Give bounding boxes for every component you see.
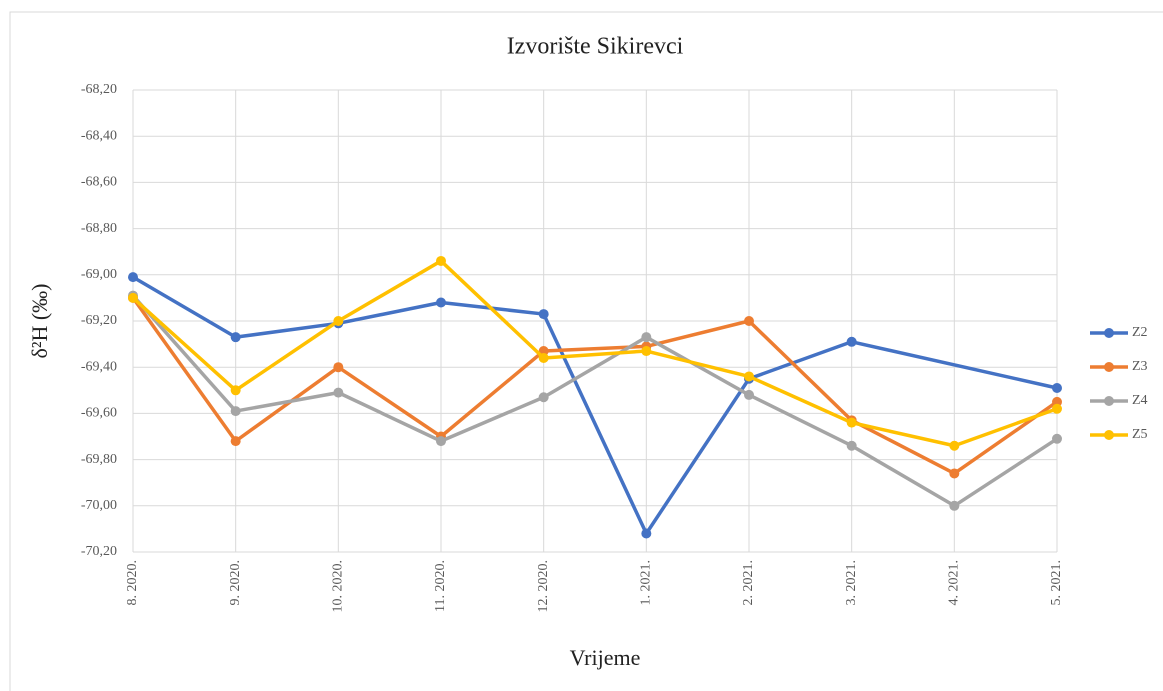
point (641, 528, 652, 539)
legend-marker (1104, 396, 1114, 406)
point (949, 468, 960, 479)
point (538, 352, 549, 363)
y-tick-label: -68,40 (81, 128, 117, 143)
legend-marker (1104, 328, 1114, 338)
y-tick-label: -70,00 (81, 498, 117, 513)
y-tick-label: -69,60 (81, 406, 117, 421)
x-tick-label: 5. 2021. (1049, 560, 1064, 606)
y-tick-label: -69,40 (81, 359, 117, 374)
y-axis-title: δ²H (‰) (27, 283, 52, 358)
point (333, 362, 344, 373)
gap-connector (851, 340, 1058, 390)
point (128, 292, 138, 303)
point (744, 389, 754, 400)
point (1052, 403, 1062, 414)
legend-label: Z3 (1132, 359, 1148, 374)
point (333, 316, 344, 326)
legend-marker (1104, 430, 1114, 440)
point (538, 309, 549, 320)
point (949, 500, 960, 511)
y-tick-label: -69,20 (81, 313, 117, 328)
point (949, 440, 960, 451)
y-tick-label: -70,20 (81, 544, 117, 559)
point (846, 440, 857, 451)
x-tick-label: 10. 2020. (331, 560, 346, 613)
y-tick-label: -68,60 (81, 175, 117, 190)
y-tick-label: -68,80 (81, 221, 117, 236)
point (230, 436, 241, 447)
series-line (131, 296, 1059, 476)
x-tick-label: 4. 2021. (947, 560, 962, 606)
point (1052, 382, 1062, 393)
point (436, 436, 446, 447)
chart-title: Izvorište Sikirevci (507, 34, 684, 60)
point (641, 346, 652, 357)
point (846, 336, 857, 347)
x-tick-label: 2. 2021. (741, 560, 756, 606)
series-line (131, 294, 1058, 508)
y-tick-label: -68,20 (81, 82, 117, 97)
point (436, 255, 446, 266)
point (1052, 396, 1062, 407)
chart-frame (9, 11, 1163, 691)
legend-marker (1104, 362, 1114, 372)
point (744, 371, 754, 382)
x-tick-label: 11. 2020. (433, 560, 448, 612)
x-tick-label: 12. 2020. (536, 560, 551, 613)
x-tick-label: 1. 2021. (639, 560, 654, 606)
legend-label: Z4 (1132, 393, 1148, 408)
legend-label: Z5 (1132, 427, 1148, 442)
point (230, 332, 241, 343)
y-tick-label: -69,00 (81, 267, 117, 282)
point (846, 417, 857, 428)
point (538, 392, 549, 403)
point (641, 332, 652, 343)
point (128, 272, 138, 283)
x-tick-label: 8. 2020. (125, 560, 140, 606)
point (436, 297, 446, 308)
y-tick-label: -69,80 (81, 452, 117, 467)
point (230, 406, 241, 417)
point (744, 316, 754, 326)
x-tick-label: 9. 2020. (228, 560, 243, 606)
x-tick-label: 3. 2021. (844, 560, 859, 606)
series-line (131, 259, 1058, 448)
point (1052, 433, 1062, 444)
x-axis-title: Vrijeme (570, 645, 641, 670)
point (333, 387, 344, 398)
point (230, 385, 241, 396)
legend-label: Z2 (1132, 325, 1148, 340)
